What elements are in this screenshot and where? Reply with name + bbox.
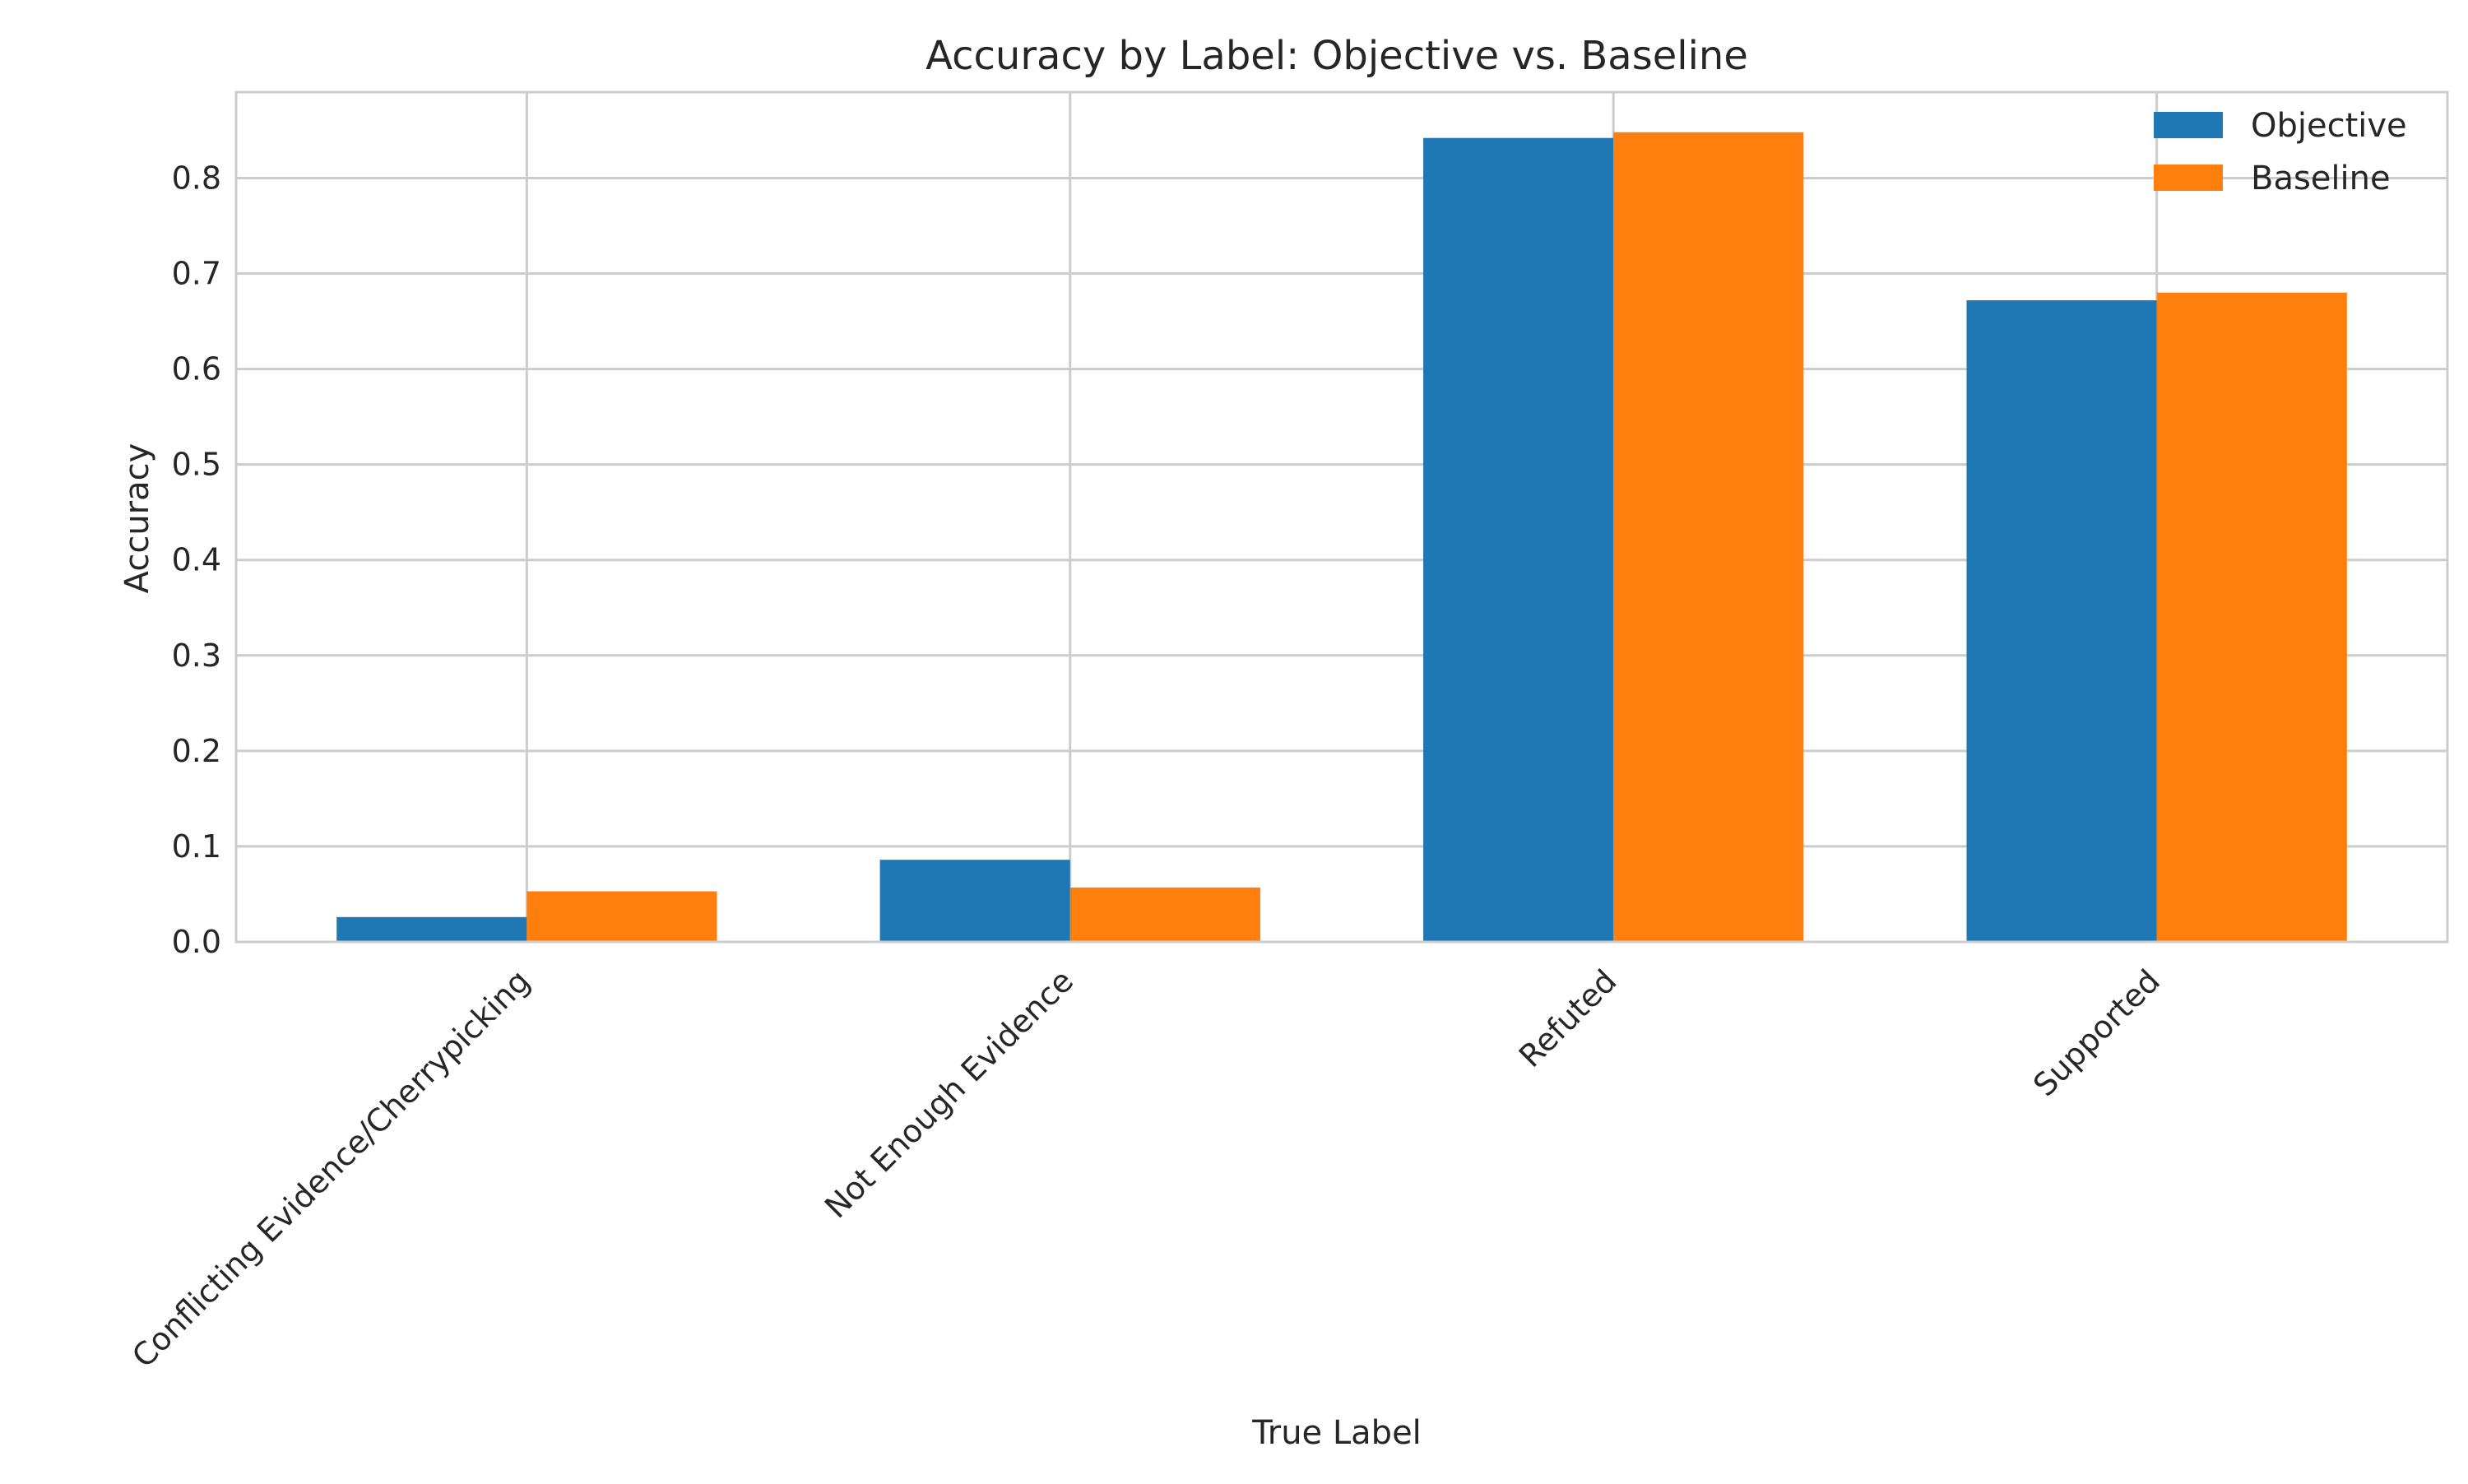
x-tick-label: Not Enough Evidence (818, 962, 1080, 1225)
y-tick-label: 0.2 (172, 733, 221, 769)
y-tick-label: 0.8 (172, 160, 221, 196)
legend-label-baseline: Baseline (2251, 160, 2391, 197)
x-tick-label: Refuted (1512, 962, 1624, 1074)
y-tick-label: 0.7 (172, 256, 221, 292)
legend-swatch-objective (2154, 112, 2223, 138)
legend-swatch-baseline (2154, 165, 2223, 191)
bars (336, 132, 2347, 943)
y-tick-label: 0.4 (172, 542, 221, 578)
y-tick-label: 0.3 (172, 638, 221, 674)
tick-labels: 0.0 0.1 0.2 0.3 0.4 0.5 0.6 0.7 0.8 Conflicting E… (125, 160, 2167, 1374)
x-tick-label: Conflicting Evidence/Cherrypicking (125, 962, 537, 1375)
plot-frame (234, 90, 2449, 944)
legend: Objective Baseline (2154, 107, 2407, 197)
bar-baseline (1069, 887, 1260, 942)
bar-objective (336, 916, 527, 942)
bar-baseline (527, 891, 717, 942)
y-tick-label: 0.0 (172, 924, 221, 960)
y-tick-label: 0.5 (172, 447, 221, 483)
legend-label-objective: Objective (2251, 107, 2407, 145)
y-tick-label: 0.1 (172, 828, 221, 865)
y-axis-label: Accuracy (118, 443, 156, 594)
bar-baseline (2156, 292, 2347, 942)
chart-title: Accuracy by Label: Objective vs. Baselin… (926, 33, 1748, 79)
x-tick-label: Supported (2026, 962, 2167, 1103)
y-tick-label: 0.6 (172, 351, 221, 387)
bar-objective (1966, 300, 2157, 942)
x-axis-label: True Label (1251, 1414, 1422, 1452)
bar-objective (1423, 137, 1614, 943)
bar-objective (879, 860, 1070, 942)
bar-baseline (1613, 132, 1804, 943)
